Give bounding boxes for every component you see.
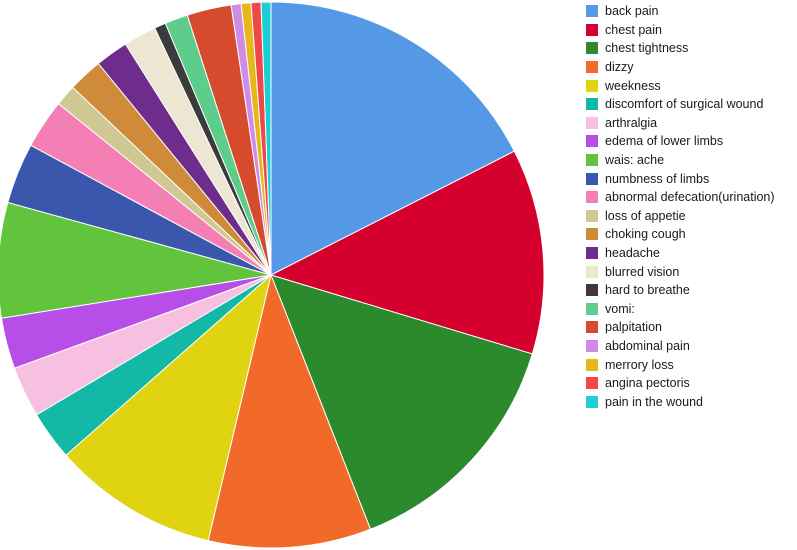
legend-item-chest-pain: chest pain <box>586 21 775 40</box>
legend-swatch <box>586 228 598 241</box>
pie-slice-chest-pain <box>269 150 545 355</box>
legend-item-dizzy: dizzy <box>586 58 775 77</box>
legend-swatch <box>586 98 598 111</box>
legend-label: chest pain <box>605 22 662 37</box>
legend-label: abdominal pain <box>605 338 690 353</box>
legend-swatch <box>586 284 598 297</box>
legend-label: angina pectoris <box>605 376 690 391</box>
pie-plot-area <box>0 1 545 549</box>
legend-swatch <box>586 79 598 92</box>
legend: back pain chest pain chest tightness dizzy w… <box>586 2 775 411</box>
pie-slice-back-pain <box>270 1 515 276</box>
legend-swatch <box>586 135 598 148</box>
legend-swatch <box>586 358 598 371</box>
legend-item-back-pain: back pain <box>586 2 775 21</box>
legend-item-palpitation: palpitation <box>586 318 775 337</box>
legend-label: wais: ache <box>605 153 665 168</box>
legend-label: hard to breathe <box>605 283 690 298</box>
legend-swatch <box>586 116 598 129</box>
legend-swatch <box>586 42 598 55</box>
legend-label: dizzy <box>605 60 634 75</box>
legend-swatch <box>586 172 598 185</box>
legend-item-loss-of-appetie: loss of appetie <box>586 207 775 226</box>
legend-item-abnormal-defecation-urination: abnormal defecation(urination) <box>586 188 775 207</box>
legend-label: back pain <box>605 4 659 19</box>
legend-label: blurred vision <box>605 264 680 279</box>
pie-slice-pain-in-the-wound <box>260 1 272 276</box>
legend-item-numbness-of-limbs: numbness of limbs <box>586 169 775 188</box>
pie-slice-dizzy <box>207 273 372 549</box>
legend-label: edema of lower limbs <box>605 134 724 149</box>
pie-slice-wais-ache <box>0 201 272 319</box>
legend-swatch <box>586 377 598 390</box>
legend-item-hard-to-breathe: hard to breathe <box>586 281 775 300</box>
legend-swatch <box>586 5 598 18</box>
legend-label: discomfort of surgical wound <box>605 97 764 112</box>
legend-label: palpitation <box>605 320 662 335</box>
pie-slice-chest-tightness <box>270 274 533 530</box>
legend-item-headache: headache <box>586 244 775 263</box>
legend-label: chest tightness <box>605 41 689 56</box>
legend-swatch <box>586 23 598 36</box>
legend-swatch <box>586 191 598 204</box>
legend-swatch <box>586 395 598 408</box>
legend-item-merrory-loss: merrory loss <box>586 355 775 374</box>
legend-label: choking cough <box>605 227 686 242</box>
legend-item-vomi: vomi: <box>586 300 775 319</box>
legend-item-pain-in-the-wound: pain in the wound <box>586 392 775 411</box>
legend-label: abnormal defecation(urination) <box>605 190 775 205</box>
pie-slices <box>0 1 545 549</box>
legend-swatch <box>586 61 598 74</box>
legend-swatch <box>586 321 598 334</box>
legend-swatch <box>586 302 598 315</box>
legend-label: merrory loss <box>605 357 674 372</box>
legend-swatch <box>586 247 598 260</box>
legend-item-discomfort-of-surgical-wound: discomfort of surgical wound <box>586 95 775 114</box>
pie-slice-weekness <box>65 273 272 542</box>
legend-swatch <box>586 265 598 278</box>
legend-swatch <box>586 339 598 352</box>
legend-item-abdominal-pain: abdominal pain <box>586 337 775 356</box>
legend-label: numbness of limbs <box>605 171 710 186</box>
legend-item-choking-cough: choking cough <box>586 225 775 244</box>
legend-label: loss of appetie <box>605 208 686 223</box>
legend-swatch <box>586 209 598 222</box>
legend-item-weekness: weekness <box>586 76 775 95</box>
legend-swatch <box>586 154 598 167</box>
legend-item-blurred-vision: blurred vision <box>586 262 775 281</box>
legend-label: headache <box>605 246 660 261</box>
legend-item-angina-pectoris: angina pectoris <box>586 374 775 393</box>
legend-label: vomi: <box>605 301 635 316</box>
legend-label: arthralgia <box>605 115 658 130</box>
legend-item-wais-ache: wais: ache <box>586 151 775 170</box>
legend-label: pain in the wound <box>605 394 703 409</box>
legend-item-edema-of-lower-limbs: edema of lower limbs <box>586 132 775 151</box>
legend-item-arthralgia: arthralgia <box>586 114 775 133</box>
legend-item-chest-tightness: chest tightness <box>586 39 775 58</box>
legend-label: weekness <box>605 78 661 93</box>
